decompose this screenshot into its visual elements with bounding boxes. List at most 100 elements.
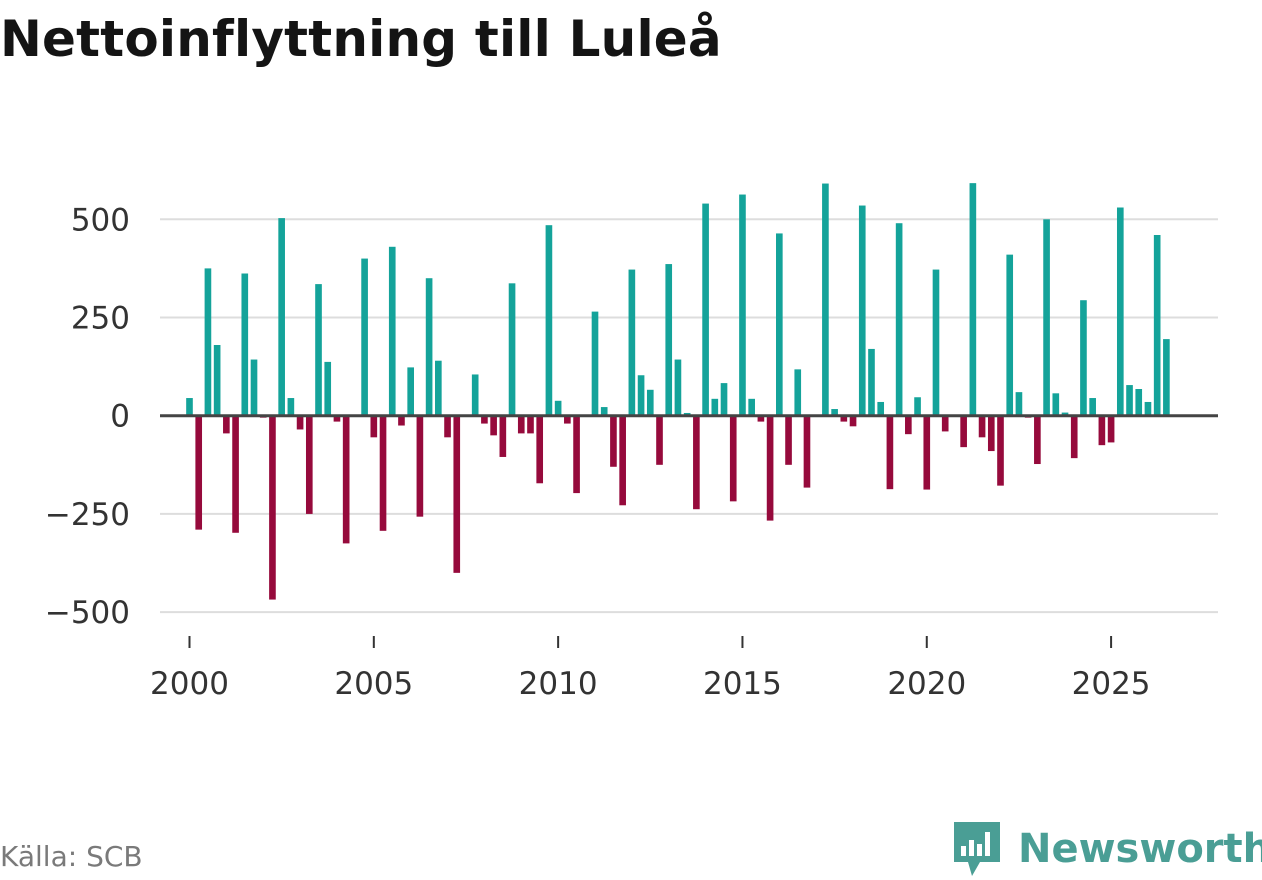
bar [932, 269, 940, 416]
bar [269, 415, 276, 600]
bar [1107, 415, 1115, 443]
newsworthy-logo-icon [954, 822, 1000, 876]
bar [398, 415, 405, 426]
bar [1070, 415, 1078, 459]
bar [960, 415, 967, 448]
bar [600, 407, 608, 416]
bar [858, 205, 866, 416]
bar [720, 383, 728, 416]
bar [564, 415, 571, 424]
bar [1052, 393, 1060, 416]
bar [665, 264, 673, 416]
bar [923, 415, 931, 490]
bar [204, 268, 212, 416]
bar [693, 415, 700, 510]
bars [186, 183, 1170, 600]
bar [407, 367, 414, 416]
bar [213, 345, 221, 416]
bar [250, 359, 258, 416]
bar [969, 183, 977, 416]
bar [831, 409, 838, 416]
bar [895, 223, 903, 416]
bar [508, 283, 516, 416]
bar [554, 400, 562, 416]
source-note: Källa: SCB [0, 840, 143, 873]
bar [223, 415, 230, 434]
bar [296, 415, 304, 430]
bar [305, 415, 313, 514]
bar [361, 258, 368, 416]
bar [1061, 412, 1069, 416]
y-tick-label: 0 [110, 399, 130, 435]
bar [914, 397, 921, 416]
bar [425, 278, 433, 416]
bar [711, 398, 719, 416]
bar [278, 218, 285, 416]
bar [886, 415, 894, 490]
x-tick-label: 2025 [1072, 666, 1151, 702]
x-tick-label: 2020 [887, 666, 966, 702]
bar [637, 375, 645, 416]
bar [490, 415, 497, 436]
bar [840, 415, 848, 422]
x-tick-label: 2005 [334, 666, 413, 702]
bar [877, 401, 885, 416]
bar [195, 415, 203, 530]
bar [1144, 401, 1152, 416]
x-axis: 2000 2005 2010 2015 2020 2025 [150, 636, 1151, 702]
y-tick-label: 250 [71, 301, 130, 337]
bar [803, 415, 811, 488]
bar [1163, 339, 1170, 416]
bar [822, 183, 829, 416]
bar [987, 415, 995, 452]
bar [388, 246, 396, 416]
bar [776, 233, 783, 416]
bar [1089, 398, 1096, 416]
bar [1080, 300, 1087, 416]
bar [342, 415, 350, 544]
bar [1006, 254, 1014, 416]
bar [868, 348, 875, 416]
bar [1126, 385, 1133, 416]
brand-name: Newsworthy [1018, 826, 1262, 872]
y-tick-label: −500 [45, 595, 130, 631]
bar [324, 361, 332, 416]
bar [536, 415, 544, 484]
bar [849, 415, 857, 427]
bar [471, 374, 479, 416]
bar [702, 203, 709, 416]
bar [573, 415, 580, 494]
x-tick-label: 2015 [703, 666, 782, 702]
bar [499, 415, 507, 457]
bar [527, 415, 534, 434]
bar [610, 415, 617, 467]
bar [379, 415, 387, 531]
bar [1015, 392, 1023, 416]
y-tick-label: 500 [71, 202, 130, 238]
bar [905, 415, 912, 435]
bar [591, 311, 599, 416]
bar [729, 415, 737, 502]
bar [453, 415, 461, 573]
bar [794, 369, 802, 416]
bar [444, 415, 451, 438]
bar [997, 415, 1004, 486]
x-tick-label: 2000 [150, 666, 229, 702]
bar [766, 415, 774, 521]
bar [1116, 207, 1124, 416]
bar [315, 284, 322, 416]
bar [545, 225, 553, 416]
bar [241, 273, 249, 416]
bar [1135, 389, 1143, 416]
bar [628, 269, 636, 416]
bar [333, 415, 341, 422]
brand-logo: Newsworthy [950, 818, 1262, 880]
bar [517, 415, 525, 434]
bar [232, 415, 239, 533]
chart-title: Nettoinflyttning till Luleå [0, 10, 722, 68]
bar [1098, 415, 1106, 446]
bar [186, 398, 193, 416]
bar [656, 415, 663, 465]
bar [416, 415, 424, 517]
